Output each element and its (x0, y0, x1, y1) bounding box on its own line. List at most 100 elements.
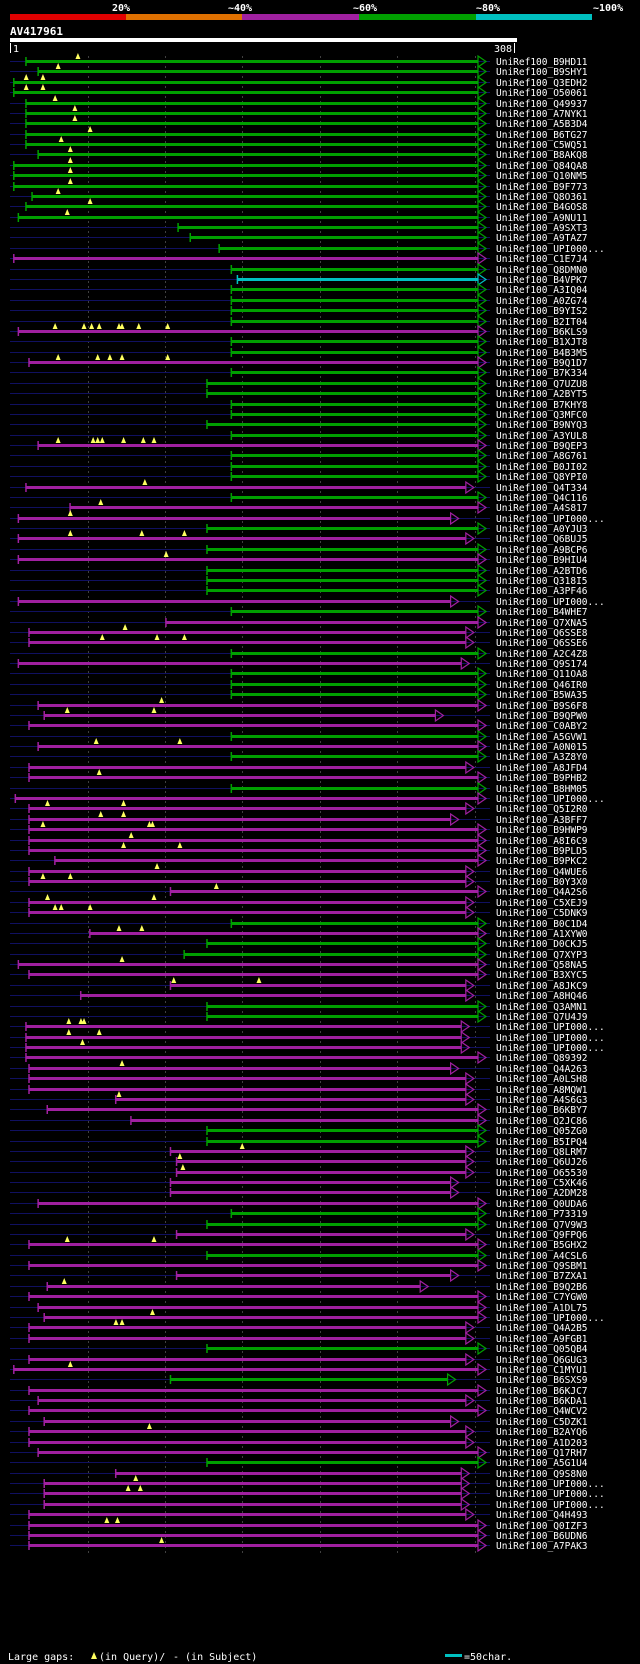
hit-row[interactable]: UniRef100_Q5I2R0 (10, 800, 588, 816)
hit-row[interactable]: UniRef100_Q10NM5 (10, 167, 588, 183)
hit-label[interactable]: UniRef100_B6KJC7 (496, 1386, 588, 1397)
hit-label[interactable]: UniRef100_B0Y3X0 (496, 877, 588, 888)
hit-row[interactable]: UniRef100_A8G761 (10, 448, 588, 463)
hit-row[interactable]: UniRef100_Q2JC86 (10, 1113, 588, 1128)
hit-row[interactable]: UniRef100_B2IT04 (10, 314, 588, 329)
hit-label[interactable]: UniRef100_UPI000... (496, 514, 605, 525)
hit-row[interactable]: UniRef100_A2DM28 (10, 1185, 588, 1200)
hit-row[interactable]: UniRef100_A8HQ46 (10, 988, 588, 1003)
hit-label[interactable]: UniRef100_B4WHE7 (496, 607, 588, 618)
hit-label[interactable]: UniRef100_A1XYW0 (496, 929, 588, 940)
hit-row[interactable]: UniRef100_A3IQ04 (10, 282, 588, 297)
hit-row[interactable]: UniRef100_A9SXT3 (10, 220, 588, 235)
hit-row[interactable]: UniRef100_Q0IZF3 (10, 1517, 588, 1533)
hit-row[interactable]: UniRef100_Q4A2S6 (10, 883, 588, 899)
hit-label[interactable]: UniRef100_B9Q2B6 (496, 1282, 588, 1293)
hit-label[interactable]: UniRef100_Q6GUG3 (496, 1355, 588, 1366)
hit-row[interactable]: UniRef100_UPI000... (10, 1475, 605, 1491)
hit-row[interactable]: UniRef100_B6UDN6 (10, 1528, 588, 1543)
hit-row[interactable]: UniRef100_Q7XYP3 (10, 947, 588, 962)
hit-row[interactable]: UniRef100_Q05ZG0 (10, 1123, 588, 1138)
hit-row[interactable]: UniRef100_O65530 (10, 1164, 588, 1180)
hit-row[interactable]: UniRef100_UPI000... (10, 594, 605, 609)
hit-row[interactable]: UniRef100_A0YJU3 (10, 521, 588, 536)
hit-row[interactable]: UniRef100_B9S6F8 (10, 697, 588, 713)
hit-label[interactable]: UniRef100_A2BYT5 (496, 389, 588, 400)
hit-row[interactable]: UniRef100_B8AKQ8 (10, 146, 588, 162)
hit-row[interactable]: UniRef100_Q4C116 (10, 490, 588, 505)
hit-label[interactable]: UniRef100_UPI000... (496, 1043, 605, 1054)
hit-row[interactable]: UniRef100_B7K334 (10, 365, 588, 380)
hit-label[interactable]: UniRef100_B6KBY7 (496, 1105, 588, 1116)
hit-row[interactable]: UniRef100_Q8O361 (10, 188, 588, 204)
hit-label[interactable]: UniRef100_A9SXT3 (496, 223, 588, 234)
hit-row[interactable]: UniRef100_Q11OA8 (10, 666, 588, 681)
hit-label[interactable]: UniRef100_Q6SSE8 (496, 628, 588, 639)
hit-row[interactable]: UniRef100_A4S817 (10, 499, 588, 515)
hit-row[interactable]: UniRef100_B4B3M5 (10, 345, 588, 360)
hit-row[interactable]: UniRef100_Q4A263 (10, 1060, 588, 1076)
hit-row[interactable]: UniRef100_A8JKC9 (10, 977, 588, 993)
hit-row[interactable]: UniRef100_B1XJT8 (10, 334, 588, 349)
hit-label[interactable]: UniRef100_A8JKC9 (496, 981, 588, 992)
hit-row[interactable]: UniRef100_C5DNK9 (10, 904, 588, 920)
hit-label[interactable]: UniRef100_A8G761 (496, 451, 588, 462)
hit-row[interactable]: UniRef100_Q3AMN1 (10, 999, 588, 1014)
hit-row[interactable]: UniRef100_Q8DMN0 (10, 262, 588, 277)
hit-label[interactable]: UniRef100_A5B3D4 (496, 119, 588, 130)
hit-label[interactable]: UniRef100_Q8DMN0 (496, 265, 588, 276)
hit-label[interactable]: UniRef100_B9PHB2 (496, 773, 588, 784)
hit-row[interactable]: UniRef100_UPI000... (10, 1018, 605, 1034)
hit-row[interactable]: UniRef100_B7KHY8 (10, 397, 588, 412)
hit-label[interactable]: UniRef100_Q58NA5 (496, 960, 588, 971)
hit-label[interactable]: UniRef100_Q8LRM7 (496, 1147, 588, 1158)
hit-label[interactable]: UniRef100_Q89392 (496, 1053, 588, 1064)
hit-row[interactable]: UniRef100_B0C1D4 (10, 916, 588, 931)
hit-row[interactable]: UniRef100_B6KDA1 (10, 1393, 588, 1408)
hit-label[interactable]: UniRef100_B6KDA1 (496, 1396, 588, 1407)
hit-row[interactable]: UniRef100_B9F773 (10, 178, 588, 194)
hit-label[interactable]: UniRef100_A9NU11 (496, 213, 588, 224)
hit-label[interactable]: UniRef100_A9BCP6 (496, 545, 588, 556)
hit-label[interactable]: UniRef100_B7KHY8 (496, 400, 588, 411)
hit-row[interactable]: UniRef100_A3YUL8 (10, 428, 588, 443)
hit-row[interactable]: UniRef100_Q6BUJ5 (10, 530, 588, 546)
hit-row[interactable]: UniRef100_C5XK46 (10, 1175, 588, 1190)
hit-label[interactable]: UniRef100_A0YJU3 (496, 524, 588, 535)
hit-label[interactable]: UniRef100_A1D203 (496, 1438, 588, 1449)
hit-label[interactable]: UniRef100_A0LSH8 (496, 1074, 588, 1085)
hit-row[interactable]: UniRef100_Q05QB4 (10, 1341, 588, 1356)
hit-label[interactable]: UniRef100_B6SXS9 (496, 1375, 588, 1386)
hit-label[interactable]: UniRef100_B9YIS2 (496, 306, 588, 317)
hit-label[interactable]: UniRef100_B8AKQ8 (496, 150, 588, 161)
hit-row[interactable]: UniRef100_B9Q1D7 (10, 354, 588, 370)
hit-row[interactable]: UniRef100_B7ZXA1 (10, 1268, 588, 1283)
hit-row[interactable]: UniRef100_B9QPW0 (10, 707, 588, 723)
hit-label[interactable]: UniRef100_C5XEJ9 (496, 898, 588, 909)
hit-row[interactable]: UniRef100_C1E7J4 (10, 251, 588, 266)
hit-label[interactable]: UniRef100_UPI000... (496, 1033, 605, 1044)
hit-row[interactable]: UniRef100_Q46IR0 (10, 677, 588, 692)
hit-label[interactable]: UniRef100_UPI000... (496, 244, 605, 255)
hit-label[interactable]: UniRef100_Q6UJ26 (496, 1157, 588, 1168)
hit-row[interactable]: UniRef100_B4WHE7 (10, 604, 588, 619)
hit-row[interactable]: UniRef100_Q9SBM1 (10, 1258, 588, 1273)
hit-label[interactable]: UniRef100_B1XJT8 (496, 337, 588, 348)
hit-row[interactable]: UniRef100_UPI000... (10, 791, 605, 806)
hit-label[interactable]: UniRef100_Q2JC86 (496, 1116, 588, 1127)
hit-row[interactable]: UniRef100_Q9S174 (10, 656, 588, 671)
hit-row[interactable]: UniRef100_Q17RH7 (10, 1445, 588, 1460)
hit-row[interactable]: UniRef100_B8HM05 (10, 781, 588, 796)
hit-label[interactable]: UniRef100_Q4T334 (496, 483, 588, 494)
hit-label[interactable]: UniRef100_Q3AMN1 (496, 1002, 588, 1013)
hit-label[interactable]: UniRef100_B9HWP9 (496, 825, 588, 836)
hit-row[interactable]: UniRef100_B6KLS9 (10, 323, 588, 339)
hit-label[interactable]: UniRef100_Q4H493 (496, 1510, 588, 1521)
hit-row[interactable]: UniRef100_A8MQW1 (10, 1082, 588, 1097)
hit-row[interactable]: UniRef100_Q58NA5 (10, 956, 588, 972)
hit-label[interactable]: UniRef100_A9TAZ7 (496, 233, 588, 244)
hit-label[interactable]: UniRef100_Q4C116 (496, 493, 588, 504)
hit-label[interactable]: UniRef100_Q6SSE6 (496, 638, 588, 649)
hit-label[interactable]: UniRef100_Q10NM5 (496, 171, 588, 182)
hit-label[interactable]: UniRef100_B2IT04 (496, 317, 588, 328)
